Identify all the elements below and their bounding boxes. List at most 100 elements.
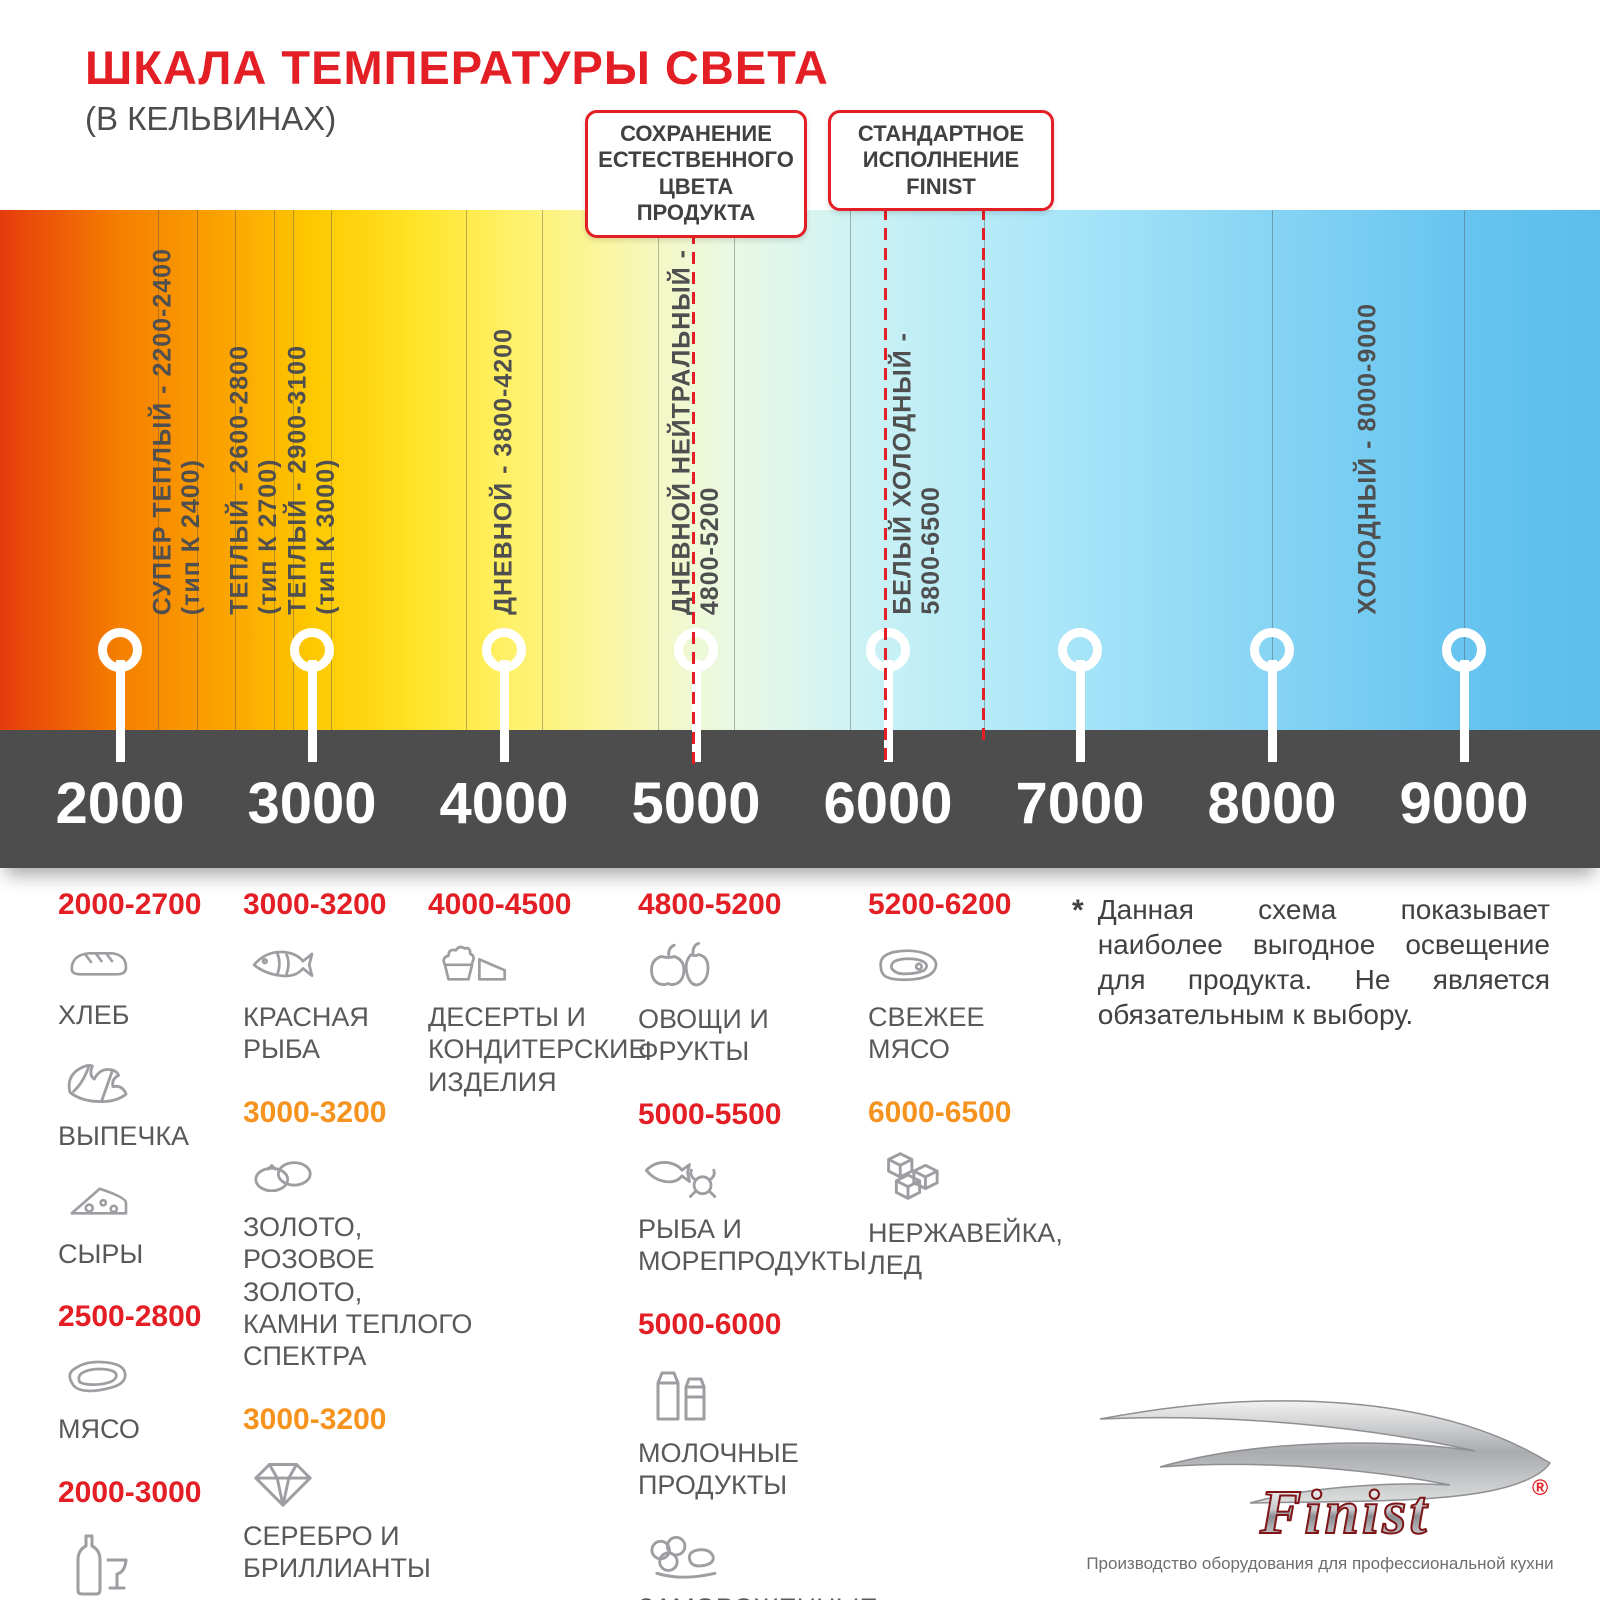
list-item: СЫРЫ	[58, 1173, 243, 1270]
fresh-meat-icon	[868, 934, 1073, 997]
boundary-line-4800	[658, 210, 659, 730]
boundary-line-5800	[850, 210, 851, 730]
range-label: 5000-5500	[638, 1097, 782, 1131]
category-group: 3000-3200 КРАСНАЯ РЫБА	[243, 888, 478, 1066]
category-column-3: 4000-4500 ДЕСЕРТЫ И КОНДИТЕРСКИЕ ИЗДЕЛИЯ	[428, 888, 647, 1128]
marker-8000	[1250, 628, 1294, 672]
range-label: 2500-2800	[58, 1300, 202, 1334]
range-label: 4000-4500	[428, 888, 572, 921]
category-group: 2000-2700 ХЛЕБ ВЫПЕЧКА СЫРЫ	[58, 888, 243, 1270]
list-item: ВЫПЕЧКА	[58, 1051, 243, 1152]
category-label: СЕРЕБРО И БРИЛЛИАНТЫ	[243, 1520, 431, 1584]
page-title: ШКАЛА ТЕМПЕРАТУРЫ СВЕТА	[85, 41, 829, 94]
marker-stem-2000	[116, 660, 125, 762]
footnote-marker: *	[1072, 894, 1084, 927]
range-label: 4800-5200	[638, 888, 782, 921]
list-item: МЯСО	[58, 1346, 243, 1445]
list-item: ЗАМОРОЖЕННЫЕ ПОЛУФАБРИКАТЫ	[638, 1521, 923, 1600]
category-label: ЗАМОРОЖЕННЫЕ ПОЛУФАБРИКАТЫ	[638, 1592, 923, 1600]
tick-9000: 9000	[1399, 771, 1529, 836]
boundary-line-3800	[466, 210, 467, 730]
marker-9000	[1442, 628, 1486, 672]
category-label: СВЕЖЕЕ МЯСО	[868, 1002, 985, 1065]
list-item: ОВОЩИ И ФРУКТЫ	[638, 934, 923, 1068]
brand-tagline: Производство оборудования для профессион…	[1086, 1554, 1554, 1573]
category-group: 5200-6200 СВЕЖЕЕ МЯСО	[868, 888, 1073, 1066]
dashed-line-6500k	[982, 188, 985, 744]
range-label: 5000-6000	[638, 1307, 782, 1341]
dessert-icon	[428, 934, 643, 997]
diamond-icon	[243, 1449, 478, 1516]
footnote-text: Данная схема показывает наиболее выгодно…	[1097, 894, 1550, 1030]
cheese-icon	[58, 1173, 243, 1234]
marker-stem-3000	[308, 660, 317, 762]
produce-icon	[638, 934, 923, 999]
tick-7000: 7000	[1015, 771, 1145, 836]
band-label-warm-3000: ТЕПЛЫЙ - 2900-3100 (тип К 3000)	[283, 345, 340, 615]
tick-6000: 6000	[823, 771, 953, 836]
tick-3000: 3000	[247, 771, 377, 836]
marker-5000	[674, 628, 718, 672]
boundary-line-2900	[293, 210, 294, 730]
meat-icon	[58, 1346, 243, 1409]
marker-3000	[290, 628, 334, 672]
marker-stem-4000	[500, 660, 509, 762]
brand-name: Finist	[1259, 1479, 1430, 1545]
range-label: 5200-6200	[868, 888, 1012, 921]
marker-6000	[866, 628, 910, 672]
category-column-2: 3000-3200 КРАСНАЯ РЫБА 3000-3200 ЗОЛОТО,…	[243, 888, 478, 1600]
list-item: ДЕСЕРТЫ И КОНДИТЕРСКИЕ ИЗДЕЛИЯ	[428, 934, 647, 1098]
category-label: ДЕСЕРТЫ И КОНДИТЕРСКИЕ ИЗДЕЛИЯ	[428, 1002, 647, 1097]
category-group: 2000-3000 АКОГОЛЬ	[58, 1476, 243, 1600]
list-item: СЕРЕБРО И БРИЛЛИАНТЫ	[243, 1449, 478, 1585]
marker-4000	[482, 628, 526, 672]
marker-stem-8000	[1268, 660, 1277, 762]
boundary-line-8000	[1272, 210, 1273, 730]
tick-8000: 8000	[1207, 771, 1337, 836]
category-group: 4800-5200 ОВОЩИ И ФРУКТЫ	[638, 888, 923, 1068]
category-label: МОЛОЧНЫЕ ПРОДУКТЫ	[638, 1437, 799, 1500]
band-label-super-warm: СУПЕР ТЕПЛЫЙ - 2200-2400 (тип К 2400)	[148, 247, 205, 615]
category-group: 2500-2800 МЯСО	[58, 1300, 243, 1445]
ice-cubes-icon	[868, 1142, 1073, 1213]
dashed-line-6000k	[884, 188, 887, 764]
callout-natural-color: СОХРАНЕНИЕ ЕСТЕСТВЕННОГО ЦВЕТА ПРОДУКТА	[585, 110, 807, 238]
marker-stem-6000	[884, 660, 893, 762]
registered-mark: ®	[1532, 1475, 1548, 1500]
category-column-4: 4800-5200 ОВОЩИ И ФРУКТЫ 5000-5500 РЫБА …	[638, 888, 923, 1600]
category-label: ЗОЛОТО, РОЗОВОЕ ЗОЛОТО, КАМНИ ТЕПЛОГО СП…	[243, 1211, 473, 1372]
category-group: 5000-5500 РЫБА И МОРЕПРОДУКТЫ	[638, 1098, 923, 1278]
boundary-line-3100	[331, 210, 332, 730]
range-label: 3000-3200	[243, 1402, 387, 1436]
list-item: АКОГОЛЬ	[58, 1522, 243, 1600]
category-group: 3000-3200 СЕРЕБРО И БРИЛЛИАНТЫ	[243, 1403, 478, 1585]
boundary-line-9000	[1464, 210, 1465, 730]
category-label: ОВОЩИ И ФРУКТЫ	[638, 1004, 769, 1067]
dashed-line-5000k	[692, 192, 695, 764]
category-label: РЫБА И МОРЕПРОДУКТЫ	[638, 1213, 867, 1277]
dairy-icon	[638, 1354, 923, 1433]
category-label: ХЛЕБ	[58, 1000, 130, 1030]
bread-icon	[58, 934, 243, 995]
category-group: 5000-6000 МОЛОЧНЫЕ ПРОДУКТЫ ЗАМОРОЖЕННЫЕ…	[638, 1308, 923, 1600]
temperature-gradient-band: СУПЕР ТЕПЛЫЙ - 2200-2400 (тип К 2400) ТЕ…	[0, 210, 1600, 730]
range-label: 2000-2700	[58, 888, 202, 921]
range-label: 2000-3000	[58, 1475, 202, 1509]
list-item: СВЕЖЕЕ МЯСО	[868, 934, 1073, 1066]
wing-shape	[1099, 1400, 1552, 1504]
tick-2000: 2000	[55, 771, 185, 836]
boundary-line-2800	[274, 210, 275, 730]
category-group: 6000-6500 НЕРЖАВЕЙКА, ЛЕД	[868, 1096, 1073, 1282]
croissant-icon	[58, 1051, 243, 1116]
marker-stem-7000	[1076, 660, 1085, 762]
range-label: 3000-3200	[243, 888, 387, 921]
boundary-line-2400	[197, 210, 198, 730]
fish-icon	[243, 934, 478, 997]
category-label: СЫРЫ	[58, 1238, 144, 1269]
marker-stem-9000	[1460, 660, 1469, 762]
marker-stem-5000	[692, 660, 701, 762]
category-column-5: 5200-6200 СВЕЖЕЕ МЯСО 6000-6500 НЕРЖАВЕЙ…	[868, 888, 1073, 1312]
marker-2000	[98, 628, 142, 672]
band-label-daylight: ДНЕВНОЙ - 3800-4200	[489, 328, 518, 615]
list-item: ЗОЛОТО, РОЗОВОЕ ЗОЛОТО, КАМНИ ТЕПЛОГО СП…	[243, 1142, 478, 1373]
